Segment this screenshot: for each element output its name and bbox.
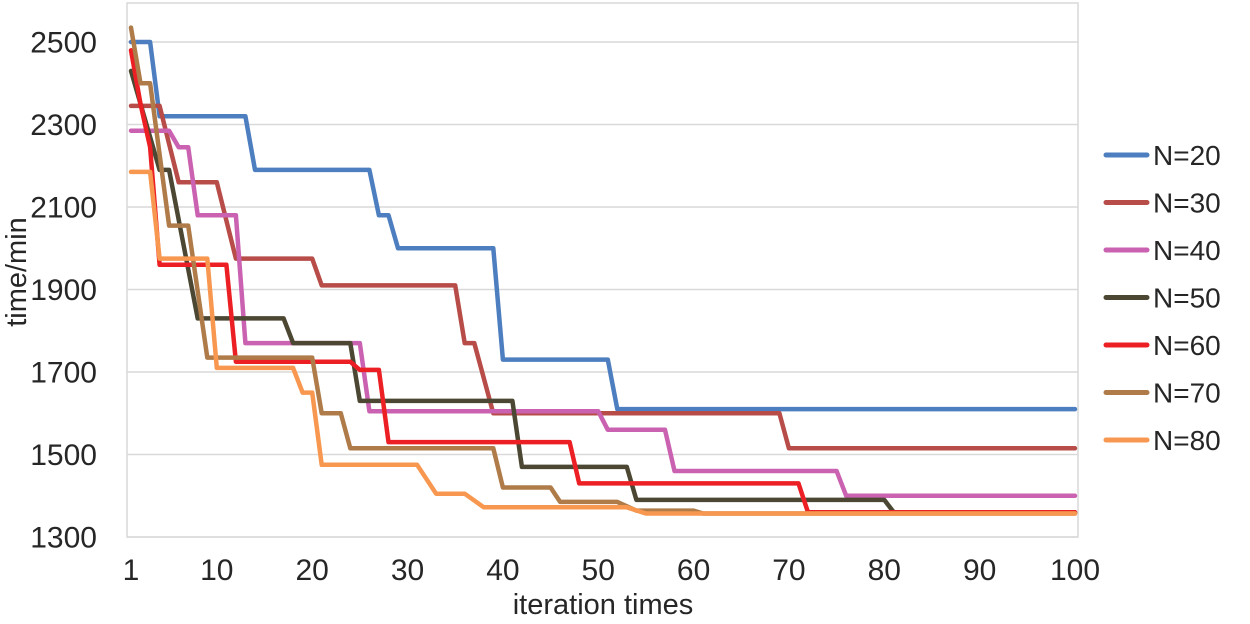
series-line-n40 [128, 128, 1078, 499]
series-line-n20 [128, 39, 1078, 412]
legend-label: N=50 [1153, 283, 1221, 314]
x-axis-title: iteration times [513, 589, 694, 621]
series-layer [128, 25, 1078, 516]
y-axis-title: time/min [1, 217, 33, 327]
legend-label: N=80 [1153, 425, 1221, 456]
legend-label: N=30 [1153, 188, 1221, 219]
legend-label: N=70 [1153, 378, 1221, 409]
legend-label: N=20 [1153, 140, 1221, 171]
x-tick-label: 1 [123, 554, 140, 587]
tick-layer: 1300 1500 1700 1900 2100 2300 2500 1 10 20 30 40 50 6… [30, 27, 1100, 588]
legend-label: N=40 [1153, 235, 1221, 266]
grid-layer [126, 2, 1079, 538]
y-tick-label: 2500 [30, 27, 97, 60]
x-tick-label: 40 [486, 554, 519, 587]
legend-item: N=30 [1103, 188, 1221, 219]
series-line-n30 [128, 103, 1078, 451]
x-tick-label: 50 [582, 554, 615, 587]
x-tick-label: 60 [677, 554, 710, 587]
y-tick-label: 1700 [30, 357, 97, 390]
legend-label: N=60 [1153, 330, 1221, 361]
legend-item: N=80 [1103, 425, 1221, 456]
y-tick-label: 1300 [30, 522, 97, 555]
legend-item: N=50 [1103, 283, 1221, 314]
y-tick-label: 2100 [30, 192, 97, 225]
legend-item: N=20 [1103, 140, 1221, 171]
x-tick-label: 10 [200, 554, 233, 587]
x-tick-label: 100 [1050, 554, 1100, 587]
x-tick-label: 90 [963, 554, 996, 587]
x-tick-label: 70 [772, 554, 805, 587]
x-tick-label: 20 [295, 554, 328, 587]
series-line-n60 [128, 48, 1078, 515]
series-line-n70 [128, 25, 1078, 516]
y-tick-label: 2300 [30, 109, 97, 142]
x-tick-label: 80 [868, 554, 901, 587]
plot-border [126, 2, 1079, 538]
y-tick-label: 1500 [30, 439, 97, 472]
x-tick-label: 30 [391, 554, 424, 587]
legend: N=20 N=30 N=40 N=50 N=60 N=70 N=80 [1103, 140, 1221, 456]
legend-item: N=70 [1103, 378, 1221, 409]
y-tick-label: 1900 [30, 274, 97, 307]
legend-item: N=40 [1103, 235, 1221, 266]
series-line-n80 [128, 169, 1078, 516]
legend-item: N=60 [1103, 330, 1221, 361]
